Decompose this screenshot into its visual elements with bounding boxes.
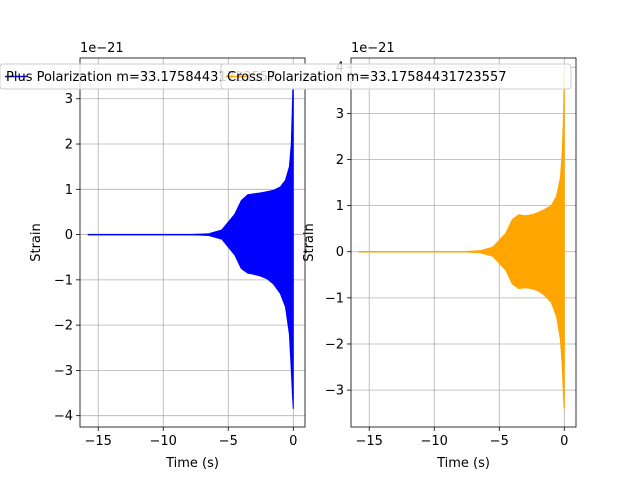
y-tick-label: 3: [336, 107, 344, 122]
x-tick-label: −5: [219, 434, 238, 449]
x-tick-label: −15: [355, 434, 382, 449]
y-tick-label: −2: [54, 319, 73, 334]
y-offset-label: 1e−21: [80, 41, 124, 56]
y-tick-label: 2: [65, 138, 73, 153]
y-axis-label: Strain: [302, 223, 317, 262]
y-tick-label: 1: [65, 183, 73, 198]
y-tick-label: −3: [325, 384, 344, 399]
x-tick-label: 0: [560, 434, 568, 449]
series-2: [359, 67, 565, 408]
legend-label: Cross Polarization m=33.17584431723557: [227, 70, 506, 85]
x-tick-label: −15: [84, 434, 111, 449]
y-tick-label: −2: [325, 337, 344, 352]
x-tick-label: −10: [150, 434, 177, 449]
x-tick-label: 0: [289, 434, 297, 449]
series-envelope: [88, 67, 293, 409]
x-tick-label: −5: [490, 434, 509, 449]
x-axis-label: Time (s): [165, 456, 219, 471]
y-tick-label: 1: [336, 199, 344, 214]
y-tick-label: −1: [54, 273, 73, 288]
y-tick-label: 0: [336, 245, 344, 260]
y-offset-label: 1e−21: [351, 41, 395, 56]
series-1: [88, 67, 293, 409]
y-axis-label: Strain: [29, 223, 44, 262]
series-envelope: [359, 67, 565, 408]
y-tick-label: 0: [65, 228, 73, 243]
y-tick-label: 2: [336, 153, 344, 168]
y-tick-label: −4: [54, 409, 73, 424]
legend-2: Cross Polarization m=33.17584431723557: [221, 64, 571, 89]
y-tick-label: −3: [54, 364, 73, 379]
y-tick-label: 3: [65, 92, 73, 107]
x-axis-label: Time (s): [436, 456, 490, 471]
x-tick-label: −10: [421, 434, 448, 449]
y-tick-label: −1: [325, 291, 344, 306]
